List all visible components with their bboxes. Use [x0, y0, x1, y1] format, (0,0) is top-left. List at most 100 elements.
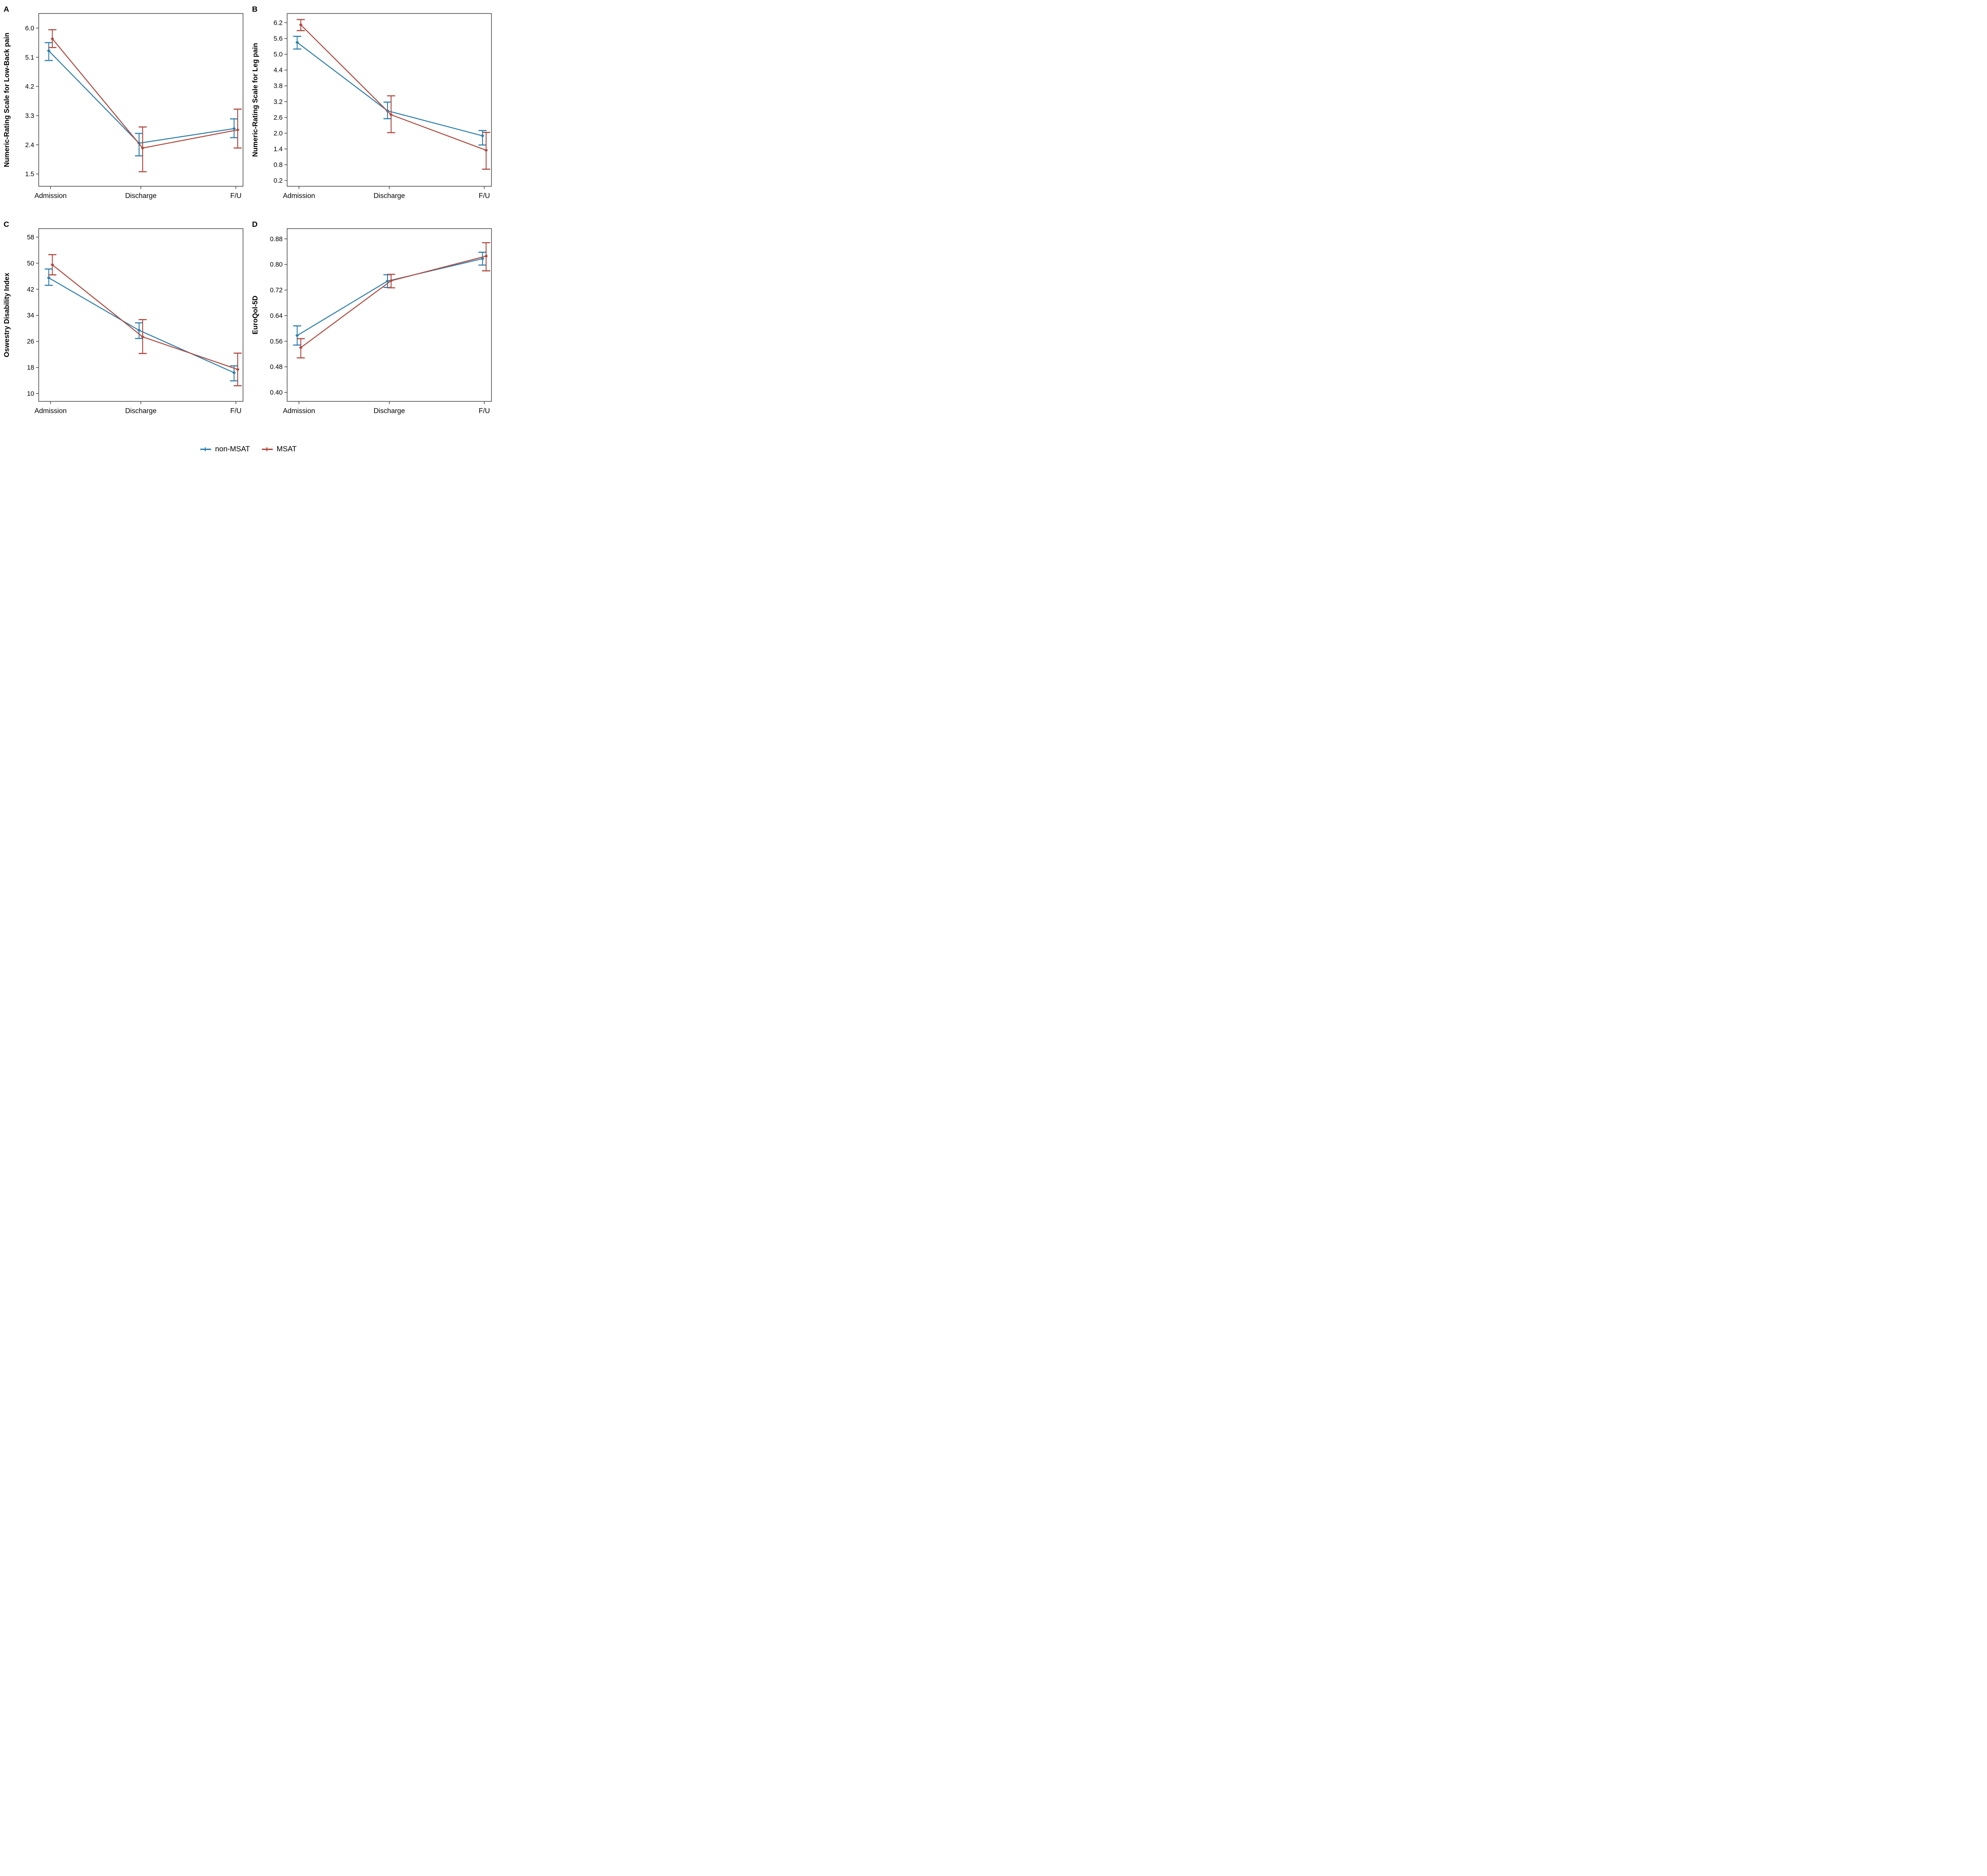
panel-letter: B	[252, 5, 257, 13]
x-tick-label: Admission	[283, 192, 315, 200]
panel-letter: C	[4, 220, 9, 229]
data-point-msat	[484, 148, 488, 152]
y-axis-title: Numeric-Rating Scale for Leg pain	[252, 43, 259, 157]
plot-border	[38, 228, 243, 402]
series-line-msat	[300, 24, 487, 151]
y-tick-label: 0.56	[270, 338, 283, 345]
plot-border	[38, 13, 243, 187]
data-point-msat	[389, 279, 393, 283]
y-tick-label: 1.4	[274, 146, 283, 153]
panel-b-chart: B Numeric-Rating Scale for Leg pain 6.2 5.6…	[252, 5, 492, 200]
y-tick-label: 6.2	[274, 19, 283, 27]
y-tick-label: 3.2	[274, 99, 283, 106]
x-tick-label: F/U	[230, 407, 242, 415]
panel-b-nrs-leg-pain: B Numeric-Rating Scale for Leg pain 6.2 5.6…	[248, 0, 497, 215]
legend-line-swatch-msat	[261, 447, 273, 451]
panel-c-oswestry-disability-index: C Oswestry Disability Index 58 50 42 34 26 18 10…	[0, 215, 248, 430]
x-axis-ticks: Admission Discharge F/U	[283, 186, 490, 200]
four-panel-outcomes-figure: A Numeric-Rating Scale for Low-Back pain 6…	[0, 0, 497, 469]
legend-item-non-msat: non-MSAT	[200, 445, 250, 454]
series-msat	[297, 19, 491, 170]
x-tick-label: Discharge	[374, 407, 405, 415]
series-line-msat	[300, 256, 487, 348]
legend-item-msat: MSAT	[261, 445, 297, 454]
data-point-msat	[50, 263, 54, 267]
x-tick-label: Admission	[35, 407, 67, 415]
x-tick-label: Admission	[35, 192, 67, 200]
series-non-msat	[293, 36, 487, 146]
y-tick-label: 10	[27, 391, 34, 398]
data-point-msat	[389, 113, 393, 117]
legend-label-msat: MSAT	[276, 445, 297, 453]
y-tick-label: 26	[27, 338, 34, 346]
series-non-msat	[45, 42, 239, 157]
data-point-non-msat	[47, 49, 51, 53]
data-point-non-msat	[232, 371, 236, 375]
error-bar-non-msat	[478, 130, 487, 146]
y-tick-label: 0.72	[270, 287, 283, 294]
y-tick-label: 0.40	[270, 389, 283, 396]
panel-d-chart: DEuroQol-5D0.880.800.720.640.560.480.40A…	[252, 220, 492, 415]
series-msat	[297, 242, 491, 359]
panel-d-euroqol-5d: D EuroQol-5D 0.88 0.80 0.72 0.64 0.56 0.48 0.40 A…	[248, 215, 497, 430]
y-axis-title: EuroQol-5D	[252, 296, 259, 334]
x-tick-label: Discharge	[374, 192, 405, 200]
data-point-non-msat	[295, 40, 299, 45]
y-tick-label: 4.4	[274, 67, 283, 74]
y-tick-label: 6.0	[25, 25, 34, 32]
y-tick-label: 18	[27, 364, 34, 372]
x-tick-label: Discharge	[125, 407, 157, 415]
series-line-non-msat	[297, 258, 483, 336]
legend-label-non-msat: non-MSAT	[215, 445, 250, 453]
series-non-msat	[293, 252, 487, 346]
y-tick-label: 0.48	[270, 364, 283, 371]
x-axis-ticks: Admission Discharge F/U	[35, 186, 242, 200]
y-tick-label: 0.64	[270, 312, 283, 319]
y-axis-ticks: 6.2 5.6 5.0 4.4 3.8 3.2 2.6 2.0 1.4 0.8 0.2	[274, 19, 287, 184]
plot-border	[287, 13, 492, 187]
y-tick-label: 5.1	[25, 54, 34, 61]
data-point-non-msat	[481, 256, 485, 261]
x-tick-label: Discharge	[125, 192, 157, 200]
data-point-non-msat	[47, 276, 51, 280]
panel-letter: A	[4, 5, 9, 13]
y-axis-ticks: 0.88 0.80 0.72 0.64 0.56 0.48 0.40	[270, 236, 287, 396]
x-tick-label: F/U	[479, 407, 490, 415]
y-tick-label: 0.8	[274, 162, 283, 169]
y-tick-label: 58	[27, 234, 34, 241]
x-tick-label: Admission	[283, 407, 315, 415]
data-point-non-msat	[386, 279, 389, 283]
series-non-msat	[45, 268, 239, 382]
data-point-msat	[141, 146, 144, 150]
data-point-non-msat	[295, 333, 299, 337]
y-axis-title: Numeric-Rating Scale for Low-Back pain	[3, 33, 11, 167]
data-point-non-msat	[232, 126, 236, 130]
panel-letter: D	[252, 220, 257, 229]
x-tick-label: F/U	[230, 192, 242, 200]
x-tick-label: F/U	[479, 192, 490, 200]
y-tick-label: 2.0	[274, 130, 283, 137]
series-line-msat	[52, 38, 238, 149]
series-msat	[48, 254, 242, 387]
panel-grid: A Numeric-Rating Scale for Low-Back pain 6…	[0, 0, 497, 430]
series-line-non-msat	[297, 42, 483, 136]
panel-c-chart: C Oswestry Disability Index 58 50 42 34 26 18 10…	[3, 220, 243, 415]
series-msat	[48, 29, 242, 172]
data-point-non-msat	[481, 134, 485, 138]
y-axis-ticks: 6.0 5.1 4.2 3.3 2.4 1.5	[25, 25, 39, 178]
data-point-msat	[484, 254, 488, 258]
y-tick-label: 34	[27, 312, 34, 319]
x-axis-ticks: Admission Discharge F/U	[283, 401, 490, 415]
y-tick-label: 0.88	[270, 236, 283, 243]
data-point-msat	[299, 23, 303, 27]
y-tick-label: 3.8	[274, 83, 283, 90]
data-point-msat	[236, 367, 240, 371]
x-axis-ticks: Admission Discharge F/U	[35, 401, 242, 415]
plot-border	[287, 228, 492, 402]
panel-a-chart: A Numeric-Rating Scale for Low-Back pain 6…	[3, 5, 243, 200]
y-tick-label: 1.5	[25, 171, 34, 178]
y-tick-label: 50	[27, 260, 34, 267]
y-tick-label: 5.6	[274, 36, 283, 43]
y-tick-label: 0.2	[274, 177, 283, 184]
panel-a-nrs-low-back-pain: A Numeric-Rating Scale for Low-Back pain 6…	[0, 0, 248, 215]
